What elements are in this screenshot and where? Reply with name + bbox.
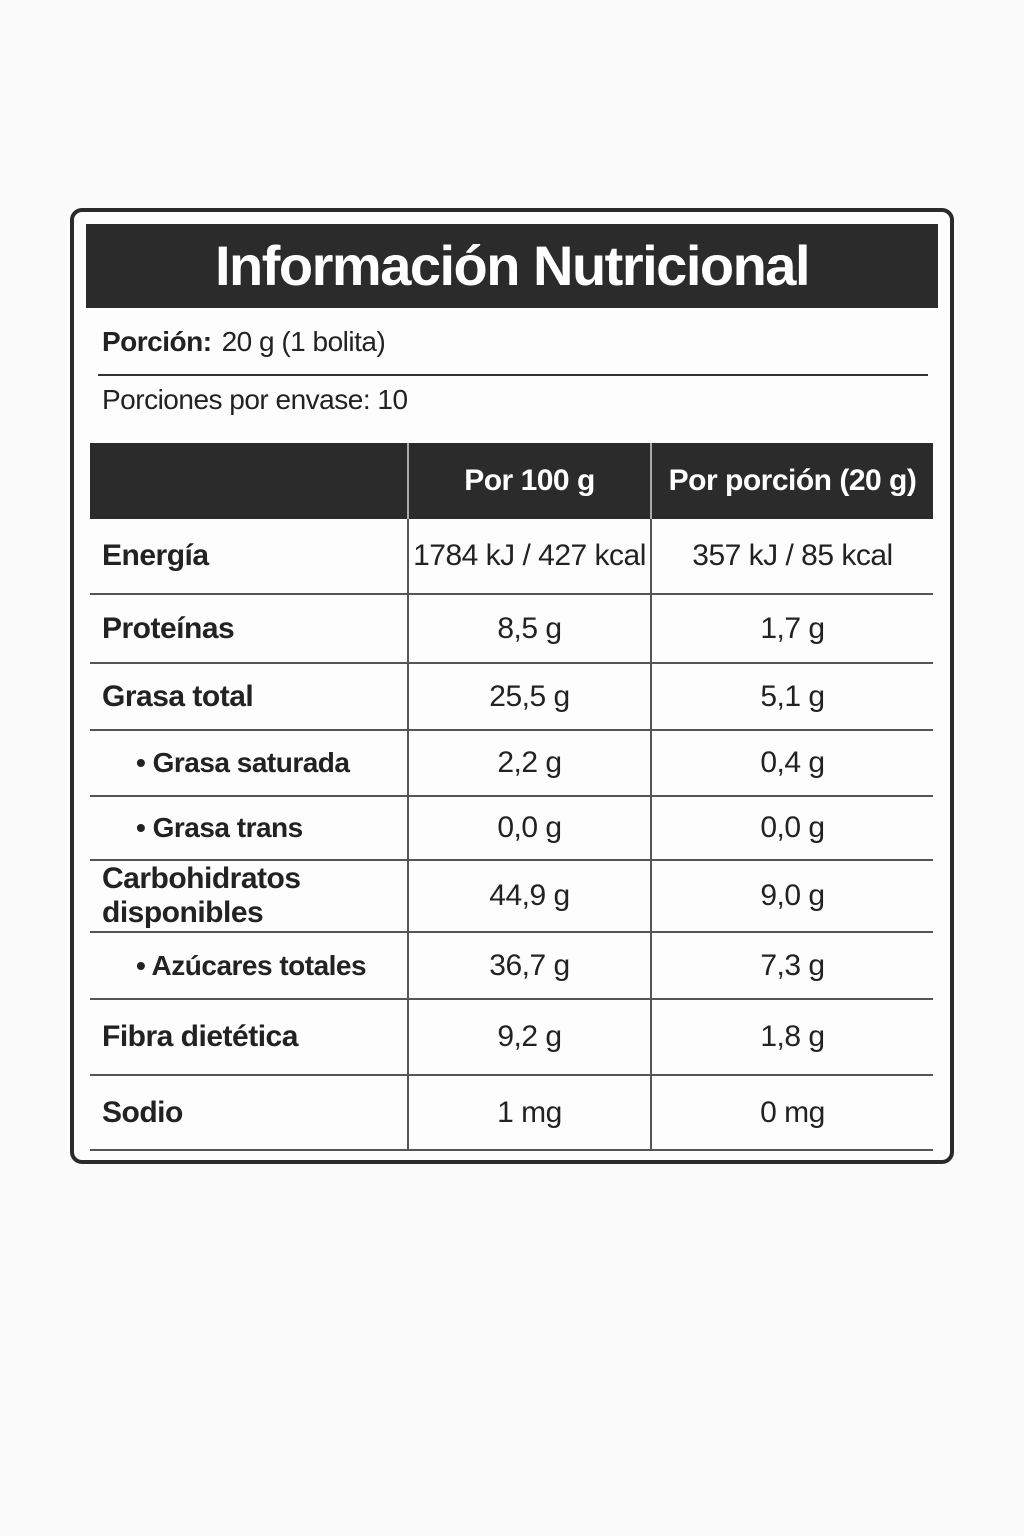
nutrient-value: 7,3 g — [650, 932, 933, 1000]
nutrient-value: 5,1 g — [650, 663, 933, 731]
nutrient-value: 1,7 g — [650, 594, 933, 664]
column-header: Por porción (20 g) — [650, 443, 933, 519]
divider — [98, 374, 928, 376]
nutrient-name: Sodio — [90, 1075, 408, 1151]
table-body: Energía 1784 kJ / 427 kcal 357 kJ / 85 kca… — [90, 519, 933, 1151]
nutrient-value: 8,5 g — [407, 594, 651, 664]
nutrient-value: 9,2 g — [407, 999, 651, 1076]
nutrient-value: 1,8 g — [650, 999, 933, 1076]
table-row: Carbohidratos disponibles 44,9 g 9,0 g — [90, 860, 933, 933]
nutrient-value: 9,0 g — [650, 860, 933, 933]
nutrient-value: 0,0 g — [650, 796, 933, 861]
nutrient-name: Proteínas — [90, 594, 408, 664]
nutrient-name: Grasa total — [90, 663, 408, 731]
serving-label: Porción: — [102, 326, 212, 357]
title: Información Nutricional — [86, 224, 938, 308]
serving: Porción: 20 g (1 bolita) — [102, 326, 386, 358]
nutrient-value: 44,9 g — [407, 860, 651, 933]
nutrient-value: 0,4 g — [650, 730, 933, 797]
nutrient-value: 0,0 g — [407, 796, 651, 861]
table-row: • Grasa trans 0,0 g 0,0 g — [90, 796, 933, 861]
nutrient-value: 1 mg — [407, 1075, 651, 1151]
table-row: Sodio 1 mg 0 mg — [90, 1075, 933, 1151]
nutrition-table: Por 100 g Por porción (20 g) Energía 1784 … — [90, 443, 933, 1151]
table-header: Por 100 g Por porción (20 g) — [90, 443, 933, 519]
nutrient-name: Fibra dietética — [90, 999, 408, 1076]
serving-value: 20 g (1 bolita) — [221, 326, 386, 357]
servings-per-container: Porciones por envase: 10 — [102, 384, 408, 415]
column-header: Por 100 g — [407, 443, 651, 519]
nutrient-name: • Grasa trans — [90, 796, 408, 861]
table-row: Proteínas 8,5 g 1,7 g — [90, 594, 933, 664]
nutrient-name: • Grasa saturada — [90, 730, 408, 797]
table-row: Fibra dietética 9,2 g 1,8 g — [90, 999, 933, 1076]
nutrient-name: Energía — [90, 519, 408, 595]
nutrient-value: 1784 kJ / 427 kcal — [407, 519, 651, 595]
nutrition-label: Información Nutricional Porción: 20 g (1 … — [70, 208, 954, 1164]
table-row: • Azúcares totales 36,7 g 7,3 g — [90, 932, 933, 1000]
table-row: Energía 1784 kJ / 427 kcal 357 kJ / 85 kca… — [90, 519, 933, 595]
nutrient-value: 25,5 g — [407, 663, 651, 731]
nutrient-value: 36,7 g — [407, 932, 651, 1000]
nutrient-name: • Azúcares totales — [90, 932, 408, 1000]
nutrient-name: Carbohidratos disponibles — [90, 860, 408, 933]
header-cell — [90, 443, 408, 519]
table-row: Grasa total 25,5 g 5,1 g — [90, 663, 933, 731]
nutrient-value: 357 kJ / 85 kcal — [650, 519, 933, 595]
nutrient-value: 2,2 g — [407, 730, 651, 797]
table-row: • Grasa saturada 2,2 g 0,4 g — [90, 730, 933, 797]
nutrient-value: 0 mg — [650, 1075, 933, 1151]
